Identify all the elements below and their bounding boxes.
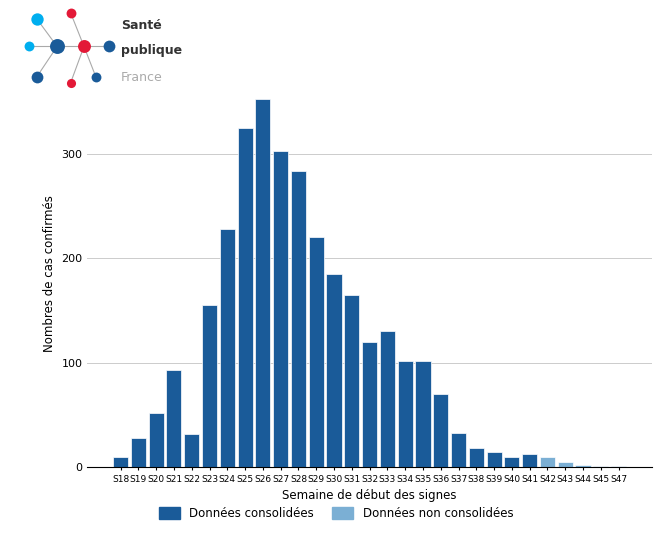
Bar xyxy=(184,434,200,467)
Text: France: France xyxy=(121,71,163,84)
Bar xyxy=(113,457,128,467)
Bar xyxy=(380,331,395,467)
Bar xyxy=(308,237,324,467)
Bar xyxy=(611,466,626,467)
Bar xyxy=(237,128,253,467)
Bar xyxy=(540,457,555,467)
X-axis label: Semaine de début des signes: Semaine de début des signes xyxy=(282,489,457,503)
Bar xyxy=(415,361,431,467)
Bar xyxy=(149,413,164,467)
Text: publique: publique xyxy=(121,43,182,57)
Y-axis label: Nombres de cas confirmés: Nombres de cas confirmés xyxy=(43,195,56,352)
Bar xyxy=(433,394,448,467)
Bar xyxy=(505,457,519,467)
Bar xyxy=(362,342,377,467)
Bar xyxy=(558,462,573,467)
Bar xyxy=(202,305,217,467)
Bar xyxy=(487,452,502,467)
Bar xyxy=(593,466,608,467)
Bar xyxy=(220,229,235,467)
Bar xyxy=(522,454,537,467)
Text: Santé: Santé xyxy=(121,19,162,32)
Bar xyxy=(575,465,591,467)
Bar xyxy=(167,370,181,467)
Bar xyxy=(344,295,360,467)
Bar xyxy=(131,438,146,467)
Bar xyxy=(291,171,306,467)
Bar xyxy=(327,274,341,467)
Bar xyxy=(451,433,466,467)
Bar xyxy=(273,150,288,467)
Bar xyxy=(469,448,484,467)
Bar xyxy=(255,99,270,467)
Bar xyxy=(398,361,413,467)
Legend: Données consolidées, Données non consolidées: Données consolidées, Données non consoli… xyxy=(153,501,519,526)
